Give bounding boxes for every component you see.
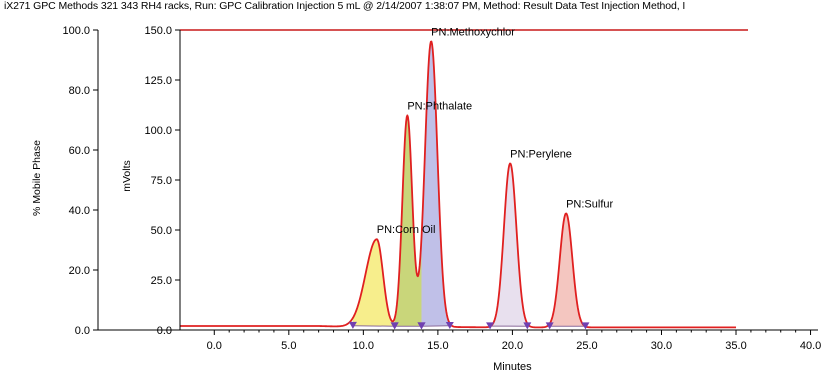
x-axis-tick-label: 20.0	[502, 340, 523, 352]
chromatogram-trace	[179, 40, 737, 329]
peak-baseline-0	[352, 325, 395, 327]
x-axis-tick-label: 15.0	[427, 340, 448, 352]
peak-labels: PN:Corn Oil PN:Phthalate PN:Methoxychlor PN…	[377, 26, 614, 236]
peak-label-0: PN:Corn Oil	[377, 224, 436, 236]
x-axis-tick-label: 25.0	[576, 340, 597, 352]
peak-fill-0	[352, 239, 395, 327]
peak-label-3: PN:Perylene	[510, 148, 572, 160]
left-axis-tick-label: 40.0	[69, 205, 90, 217]
peak-end-marker-2	[445, 322, 454, 329]
x-axis-tick-label: 40.0	[800, 340, 821, 352]
peak-start-marker-2	[417, 322, 426, 330]
peak-markers	[348, 321, 590, 330]
peak-label-1: PN:Phthalate	[407, 101, 472, 113]
peak-fill-1	[394, 115, 422, 327]
mvolt-axis-tick-label: 75.0	[151, 175, 172, 187]
traces	[179, 29, 748, 329]
peak-start-marker-4	[545, 322, 554, 330]
mvolt-axis-tick-label: 150.0	[144, 25, 172, 37]
peak-end-marker-3	[523, 322, 532, 330]
mvolt-axis-tick-label: 0.0	[157, 325, 172, 337]
peak-label-4: PN:Sulfur	[566, 198, 613, 210]
x-axis-tick-label: 5.0	[281, 340, 296, 352]
peak-baselines	[352, 325, 586, 327]
peak-end-marker-4	[581, 322, 590, 330]
mvolt-axis-tick-label: 50.0	[151, 225, 172, 237]
peak-start-marker-0	[348, 321, 357, 329]
peak-start-marker-1	[390, 322, 399, 330]
left-axis-tick-label: 20.0	[69, 265, 90, 277]
x-axis-title: Minutes	[493, 361, 532, 373]
peak-fill-2	[421, 41, 450, 327]
axes: 0.0 20.0 40.0 60.0 80.0 100.0 0.0 25.0 50.0 75.0 1…	[31, 25, 821, 373]
mvolt-axis-tick-label: 25.0	[151, 275, 172, 287]
peak-fill-3	[490, 163, 528, 327]
left-axis-tick-label: 60.0	[69, 145, 90, 157]
left-axis-tick-label: 80.0	[69, 85, 90, 97]
peak-label-2: PN:Methoxychlor	[431, 26, 515, 38]
x-axis-tick-label: 0.0	[207, 340, 222, 352]
mvolt-axis-tick-label: 100.0	[144, 125, 172, 137]
x-axis-tick-label: 35.0	[725, 340, 746, 352]
left-axis-title: % Mobile Phase	[31, 140, 43, 216]
x-axis-tick-label: 10.0	[353, 340, 374, 352]
peak-fills	[352, 41, 586, 327]
chart-title: iX271 GPC Methods 321 343 RH4 racks, Run…	[4, 0, 686, 12]
x-axis-tick-label: 30.0	[651, 340, 672, 352]
peak-fill-4	[549, 213, 586, 327]
peak-start-marker-3	[486, 322, 495, 330]
mvolt-axis-title: mVolts	[121, 160, 133, 192]
left-axis-tick-label: 0.0	[75, 325, 90, 337]
mvolt-axis-tick-label: 125.0	[144, 75, 172, 87]
left-axis-tick-label: 100.0	[62, 25, 90, 37]
